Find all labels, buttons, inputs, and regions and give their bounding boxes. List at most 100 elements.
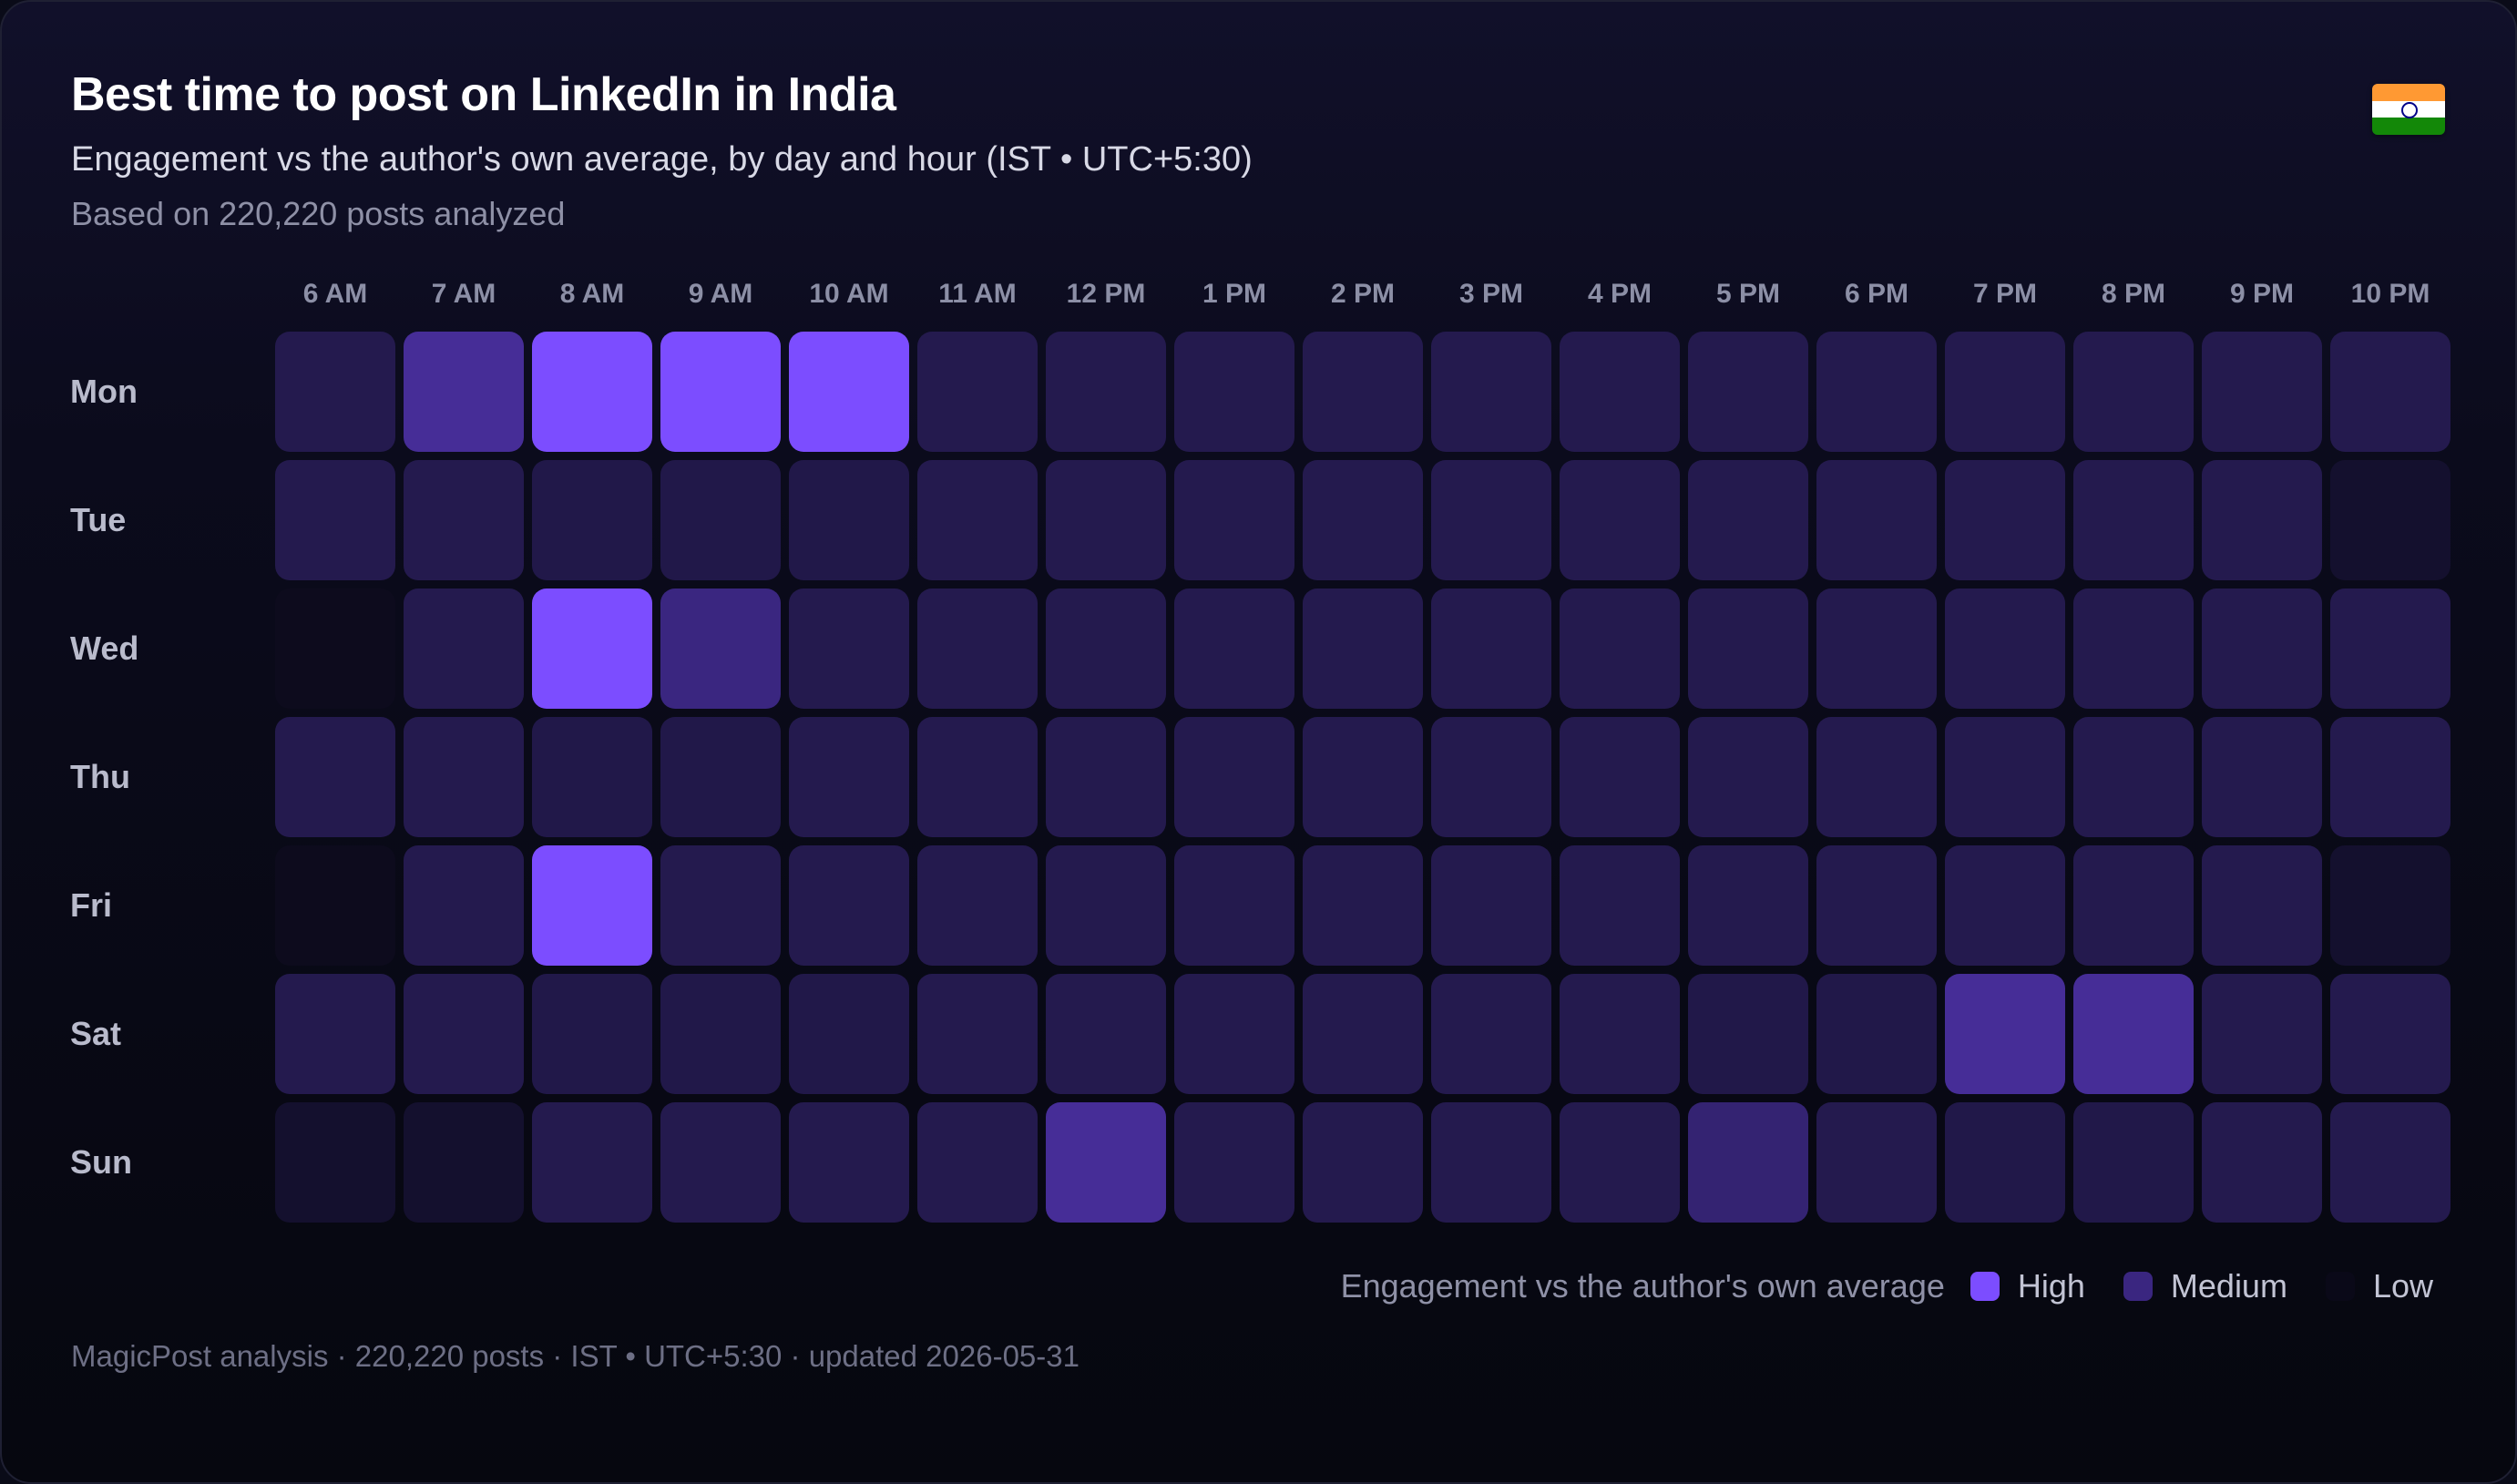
heatmap-cell-fri-7am xyxy=(404,845,524,966)
hour-label: 6 PM xyxy=(1844,279,1909,309)
heatmap-cell-sun-4pm xyxy=(1560,1102,1680,1223)
day-label: Wed xyxy=(70,629,139,667)
heatmap-cell-fri-9pm xyxy=(2202,845,2322,966)
legend-label-low: Low xyxy=(2372,1267,2433,1305)
heatmap-cell-mon-1pm xyxy=(1174,332,1294,452)
heatmap-cell-sat-6pm xyxy=(1816,974,1937,1094)
heatmap-cell-fri-2pm xyxy=(1303,845,1423,966)
heatmap-cell-tue-6am xyxy=(275,460,395,580)
heatmap-cell-wed-8am xyxy=(532,588,652,709)
heatmap-cell-thu-10am xyxy=(789,717,909,837)
hour-label: 2 PM xyxy=(1330,279,1396,309)
heatmap-cell-thu-2pm xyxy=(1303,717,1423,837)
heatmap-cell-thu-12pm xyxy=(1046,717,1166,837)
heatmap-cell-fri-10pm xyxy=(2330,845,2450,966)
heatmap-cell-thu-7pm xyxy=(1945,717,2065,837)
heatmap-cell-sun-11am xyxy=(917,1102,1038,1223)
heatmap-cell-tue-7am xyxy=(404,460,524,580)
heatmap-cell-fri-9am xyxy=(660,845,781,966)
hour-label: 8 AM xyxy=(559,279,625,309)
heatmap-cell-sat-9am xyxy=(660,974,781,1094)
heatmap-cell-tue-5pm xyxy=(1688,460,1808,580)
heatmap-cell-thu-5pm xyxy=(1688,717,1808,837)
heatmap-cell-sun-1pm xyxy=(1174,1102,1294,1223)
hour-label: 1 PM xyxy=(1202,279,1267,309)
heatmap-cell-tue-1pm xyxy=(1174,460,1294,580)
heatmap-cell-sun-3pm xyxy=(1431,1102,1551,1223)
heatmap-cell-wed-9am xyxy=(660,588,781,709)
heatmap-cell-thu-7am xyxy=(404,717,524,837)
heatmap-cell-fri-4pm xyxy=(1560,845,1680,966)
heatmap-cell-mon-5pm xyxy=(1688,332,1808,452)
hour-label: 4 PM xyxy=(1587,279,1652,309)
legend-label-high: High xyxy=(2017,1267,2085,1305)
heatmap-cell-sun-7am xyxy=(404,1102,524,1223)
day-label: Sun xyxy=(70,1143,132,1181)
hour-label: 7 PM xyxy=(1972,279,2038,309)
heatmap-cell-wed-7pm xyxy=(1945,588,2065,709)
heatmap-cell-tue-8pm xyxy=(2073,460,2194,580)
heatmap-cell-thu-9am xyxy=(660,717,781,837)
heatmap-cell-thu-4pm xyxy=(1560,717,1680,837)
heatmap-cell-sun-5pm xyxy=(1688,1102,1808,1223)
heatmap-cell-fri-5pm xyxy=(1688,845,1808,966)
heatmap-cell-sat-7pm xyxy=(1945,974,2065,1094)
heatmap-cell-mon-4pm xyxy=(1560,332,1680,452)
heatmap-cell-fri-12pm xyxy=(1046,845,1166,966)
heatmap-cell-thu-6am xyxy=(275,717,395,837)
heatmap-cell-sat-5pm xyxy=(1688,974,1808,1094)
heatmap-cell-thu-6pm xyxy=(1816,717,1937,837)
heatmap-cell-tue-10pm xyxy=(2330,460,2450,580)
hour-label: 10 PM xyxy=(2350,279,2430,309)
heatmap-cell-sat-7am xyxy=(404,974,524,1094)
heatmap-cell-wed-2pm xyxy=(1303,588,1423,709)
hour-label: 5 PM xyxy=(1715,279,1781,309)
hour-label: 9 PM xyxy=(2229,279,2295,309)
heatmap-cell-mon-9pm xyxy=(2202,332,2322,452)
hour-label: 6 AM xyxy=(302,279,368,309)
hour-label: 9 AM xyxy=(688,279,753,309)
heatmap-cell-thu-9pm xyxy=(2202,717,2322,837)
heatmap-cell-sat-8am xyxy=(532,974,652,1094)
posts-count-note: Based on 220,220 posts analyzed xyxy=(71,195,566,232)
heatmap-cell-thu-3pm xyxy=(1431,717,1551,837)
heatmap-cell-wed-12pm xyxy=(1046,588,1166,709)
heatmap-cell-tue-9am xyxy=(660,460,781,580)
heatmap-cell-mon-8am xyxy=(532,332,652,452)
heatmap-cell-mon-8pm xyxy=(2073,332,2194,452)
heatmap-cell-wed-9pm xyxy=(2202,588,2322,709)
heatmap-cell-thu-8am xyxy=(532,717,652,837)
heatmap-cell-wed-7am xyxy=(404,588,524,709)
day-label: Tue xyxy=(70,501,127,538)
heatmap-cell-tue-10am xyxy=(789,460,909,580)
heatmap-cell-mon-10am xyxy=(789,332,909,452)
heatmap-cell-wed-6am xyxy=(275,588,395,709)
heatmap-cell-fri-10am xyxy=(789,845,909,966)
hour-label: 3 PM xyxy=(1458,279,1524,309)
heatmap-cell-thu-10pm xyxy=(2330,717,2450,837)
heatmap-cell-sat-3pm xyxy=(1431,974,1551,1094)
heatmap-cell-wed-10pm xyxy=(2330,588,2450,709)
hour-label: 11 AM xyxy=(938,279,1017,309)
heatmap-cell-sun-2pm xyxy=(1303,1102,1423,1223)
heatmap-cell-fri-1pm xyxy=(1174,845,1294,966)
heatmap-cell-sat-4pm xyxy=(1560,974,1680,1094)
heatmap-cell-mon-6pm xyxy=(1816,332,1937,452)
heatmap-cell-sat-1pm xyxy=(1174,974,1294,1094)
heatmap-cell-sat-11am xyxy=(917,974,1038,1094)
hour-label: 10 AM xyxy=(809,279,889,309)
day-label: Sat xyxy=(70,1015,122,1052)
heatmap-cell-fri-6pm xyxy=(1816,845,1937,966)
heatmap-cell-sat-12pm xyxy=(1046,974,1166,1094)
heatmap-cell-wed-6pm xyxy=(1816,588,1937,709)
legend-swatch-high xyxy=(1970,1272,2000,1301)
legend-label-medium: Medium xyxy=(2170,1267,2287,1305)
heatmap-cell-mon-7am xyxy=(404,332,524,452)
heatmap-cell-sat-2pm xyxy=(1303,974,1423,1094)
heatmap-cell-sat-9pm xyxy=(2202,974,2322,1094)
heatmap-cell-wed-8pm xyxy=(2073,588,2194,709)
hour-label: 7 AM xyxy=(431,279,496,309)
heatmap-cell-mon-12pm xyxy=(1046,332,1166,452)
heatmap-cell-fri-7pm xyxy=(1945,845,2065,966)
